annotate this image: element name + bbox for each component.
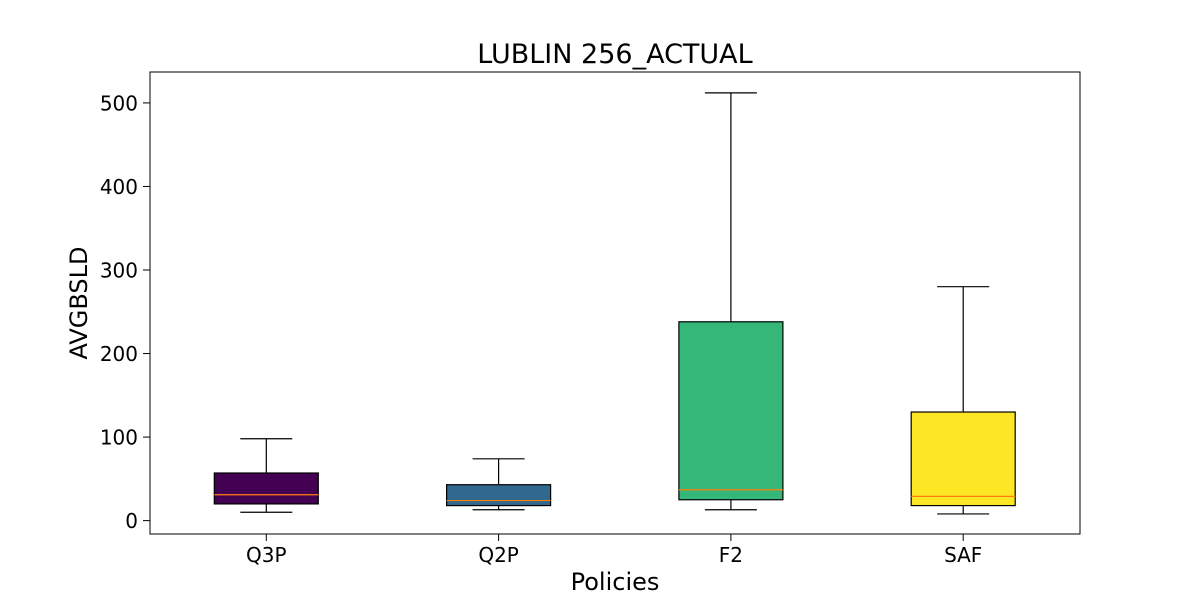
- box-q3p: [213, 472, 319, 505]
- x-axis: Q3P Q2P F2 SAF: [246, 534, 982, 567]
- boxes-layer: [213, 92, 1016, 515]
- y-tick-label: 100: [100, 426, 138, 450]
- x-tick-label: F2: [719, 543, 743, 567]
- x-axis-label: Policies: [571, 568, 660, 596]
- x-tick-label: Q3P: [246, 543, 287, 567]
- x-tick-label: Q2P: [478, 543, 519, 567]
- box-q2p: [446, 484, 552, 507]
- y-axis-label: AVGBSLD: [65, 246, 93, 359]
- plot-area-frame: [149, 71, 1081, 535]
- y-tick-label: 300: [100, 259, 138, 283]
- box-saf: [910, 411, 1016, 507]
- y-tick-label: 400: [100, 175, 138, 199]
- y-tick-label: 0: [125, 509, 138, 533]
- y-tick-label: 200: [100, 342, 138, 366]
- chart-title: LUBLIN 256_ACTUAL: [477, 39, 752, 70]
- y-tick-label: 500: [100, 91, 138, 115]
- y-axis: 0 100 200 300 400 500: [100, 91, 150, 533]
- box-f2: [678, 321, 784, 501]
- x-tick-label: SAF: [944, 543, 982, 567]
